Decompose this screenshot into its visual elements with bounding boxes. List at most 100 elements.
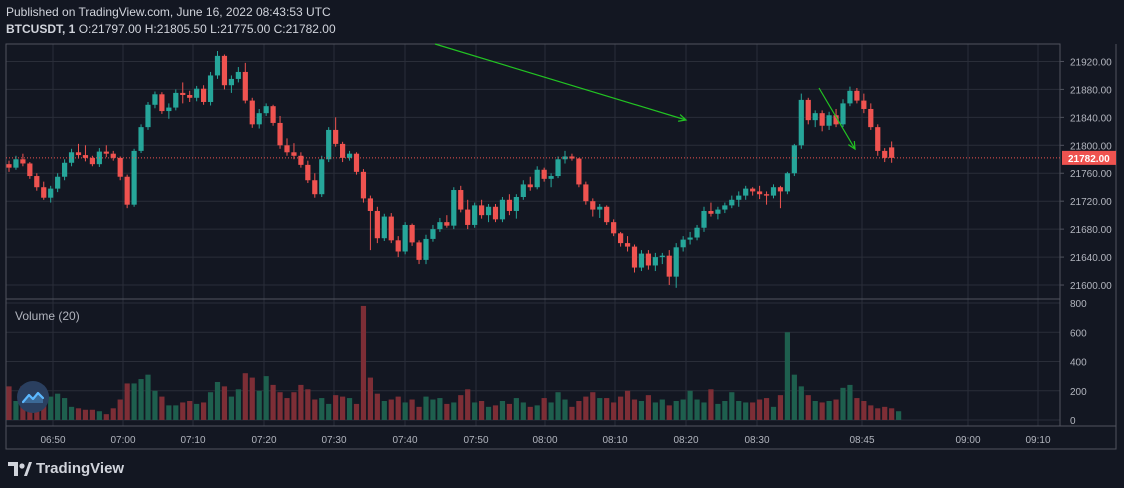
- volume-bar: [159, 396, 165, 420]
- candle-body: [784, 173, 790, 192]
- candle-body: [402, 224, 408, 252]
- volume-bar: [743, 402, 749, 420]
- price-tick-label: 21840.00: [1070, 113, 1112, 124]
- volume-bar: [611, 402, 617, 420]
- candle-body: [666, 255, 672, 277]
- volume-bar: [214, 381, 221, 420]
- volume-bar: [138, 379, 144, 420]
- volume-bars: [6, 305, 902, 420]
- volume-bar: [805, 395, 811, 420]
- candle-body: [534, 169, 540, 188]
- volume-bar: [235, 389, 241, 420]
- tradingview-logo-icon: [8, 461, 32, 476]
- candle-body: [541, 169, 547, 179]
- candle-body: [55, 176, 61, 189]
- candle-body: [590, 201, 596, 210]
- volume-bar: [75, 408, 82, 420]
- volume-bar: [103, 414, 109, 420]
- close-value: 21782.00: [285, 22, 336, 36]
- candle-body: [131, 150, 137, 205]
- volume-bar: [777, 395, 784, 420]
- volume-bar: [868, 405, 874, 420]
- candle-body: [117, 157, 123, 177]
- candle-body: [277, 122, 283, 146]
- volume-bar: [722, 400, 728, 420]
- volume-bar: [826, 400, 832, 420]
- candle-body: [597, 206, 603, 210]
- volume-bar: [305, 389, 311, 420]
- volume-bar: [180, 402, 186, 420]
- volume-bar: [326, 403, 332, 420]
- volume-bar: [194, 403, 200, 420]
- volume-bar: [680, 399, 686, 420]
- candle-body: [513, 197, 519, 211]
- tradingview-badge[interactable]: [17, 381, 49, 413]
- volume-tick-label: 400: [1070, 358, 1087, 369]
- trend-arrow-2: [818, 87, 856, 151]
- tradingview-footer[interactable]: TradingView: [8, 460, 124, 477]
- chart-logo-icon: [22, 391, 44, 404]
- candle-body: [763, 194, 770, 196]
- candle-body: [249, 100, 255, 125]
- volume-bar: [624, 390, 631, 420]
- volume-bar: [701, 402, 707, 420]
- volume-bar: [590, 392, 596, 420]
- drawing-annotations[interactable]: [434, 43, 856, 151]
- candle-body: [20, 159, 26, 164]
- volume-bar: [117, 399, 123, 420]
- candle-body: [187, 95, 193, 98]
- volume-bar: [562, 399, 568, 420]
- candle-body: [416, 242, 422, 260]
- last-price-label: 21782.00: [1068, 154, 1110, 165]
- volume-bar: [479, 400, 485, 420]
- volume-bar: [346, 398, 353, 420]
- open-key: O:: [78, 22, 92, 36]
- time-tick-label: 07:20: [251, 435, 276, 446]
- volume-bar: [569, 406, 575, 420]
- candle-body: [82, 155, 89, 158]
- candle-body: [430, 229, 436, 239]
- volume-bar: [715, 403, 721, 420]
- volume-bar: [882, 406, 888, 420]
- candle-body: [485, 206, 492, 216]
- symbol-label[interactable]: BTCUSDT, 1: [6, 22, 76, 36]
- candle-body: [854, 90, 860, 101]
- volume-bar: [152, 390, 158, 420]
- candle-body: [833, 115, 839, 125]
- volume-indicator-label[interactable]: Volume (20): [15, 309, 80, 323]
- time-tick-label: 07:10: [180, 435, 205, 446]
- volume-bar: [430, 399, 436, 420]
- volume-bar: [13, 400, 19, 420]
- volume-bar: [666, 405, 672, 420]
- candle-body: [638, 253, 645, 268]
- ohlc-legend: BTCUSDT, 1 O:21797.00 H:21805.50 L:21775…: [6, 22, 336, 36]
- candle-body: [492, 206, 499, 220]
- time-tick-label: 08:10: [602, 435, 627, 446]
- time-tick-label: 08:00: [532, 435, 557, 446]
- candle-body: [631, 246, 638, 268]
- time-tick-label: 09:00: [955, 435, 980, 446]
- volume-bar: [207, 392, 214, 420]
- volume-bar: [687, 390, 693, 420]
- volume-tick-label: 600: [1070, 328, 1087, 339]
- volume-bar: [534, 405, 540, 420]
- volume-bar: [48, 396, 54, 420]
- volume-bar: [763, 398, 770, 420]
- candle-body: [166, 107, 172, 112]
- time-axis-border: [5, 425, 1117, 450]
- volume-bar: [555, 392, 561, 420]
- candle-body: [124, 176, 130, 205]
- candle-body: [326, 129, 332, 160]
- volume-bar: [34, 406, 40, 420]
- candle-body: [458, 190, 464, 210]
- candle-body: [576, 158, 582, 185]
- published-caption: Published on TradingView.com, June 16, 2…: [6, 5, 331, 19]
- open-value: 21797.00: [91, 22, 142, 36]
- trend-arrow-2-shaft: [818, 87, 856, 150]
- volume-bar: [374, 393, 380, 420]
- candle-body: [284, 145, 290, 153]
- high-key: H:: [144, 22, 157, 36]
- tradingview-brand: TradingView: [36, 460, 125, 477]
- volume-bar: [694, 399, 700, 420]
